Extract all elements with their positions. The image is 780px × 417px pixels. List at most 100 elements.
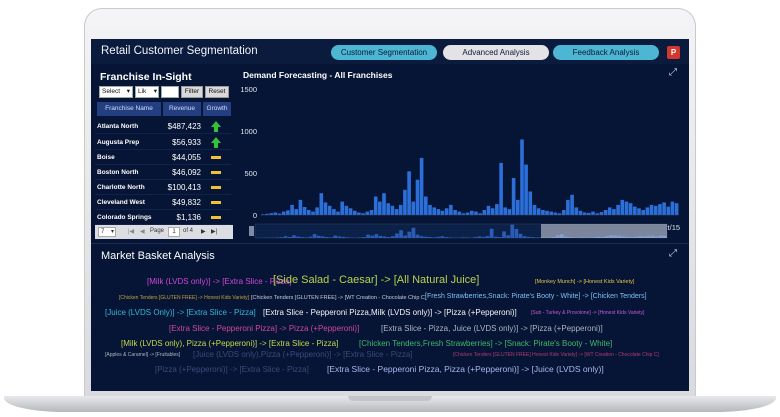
series-bar xyxy=(319,193,324,215)
table-pager: 7 ▾ |◀ ◀ Page 1 of 4 ▶ ▶| xyxy=(95,225,233,239)
column-header-revenue[interactable]: Revenue xyxy=(163,102,201,116)
series-bar xyxy=(340,201,344,215)
series-bar xyxy=(277,213,282,215)
series-bar xyxy=(424,196,428,215)
column-select[interactable]: Select ▾ xyxy=(99,86,133,98)
navigator-bar xyxy=(531,237,535,238)
expand-icon[interactable]: ⤢ xyxy=(669,248,677,259)
y-tick-label: 1500 xyxy=(240,85,257,94)
rule-text: [Milk (LVDS only), Pizza (+Pepperoni)] -… xyxy=(121,339,339,348)
growth-up-icon xyxy=(211,121,221,127)
navigator-bar xyxy=(403,235,407,238)
navigator-bar xyxy=(386,237,391,238)
series-bar xyxy=(415,179,420,215)
series-bar xyxy=(265,213,269,215)
series-bar xyxy=(465,212,470,215)
prev-page-icon[interactable]: ◀ xyxy=(140,229,145,235)
navigator-bar xyxy=(518,233,523,238)
navigator-bar xyxy=(461,237,465,238)
column-header-growth[interactable]: Growth xyxy=(203,102,231,116)
rule-text: [Chicken Tenders,Fresh Strawberries] -> … xyxy=(359,339,613,348)
reset-button[interactable]: Reset xyxy=(205,86,229,98)
y-tick-label: 1000 xyxy=(240,127,257,136)
series-bar xyxy=(662,202,666,215)
table-row[interactable]: Charlotte North $100,413 xyxy=(95,180,231,195)
filter-input[interactable] xyxy=(161,86,179,98)
series-bar xyxy=(403,189,407,215)
x-tick-label: Oct/15 xyxy=(658,223,680,232)
series-bar xyxy=(666,206,671,215)
page-number-input[interactable]: 1 xyxy=(168,227,180,237)
navigator-bar xyxy=(419,236,424,238)
tab-customer-segmentation[interactable]: Customer Segmentation xyxy=(331,45,437,60)
series-bar xyxy=(302,207,307,215)
navigator-bar xyxy=(362,237,366,238)
navigator-bar xyxy=(506,235,510,238)
table-row[interactable]: Atlanta North $487,423 xyxy=(95,119,231,134)
series-bar xyxy=(495,204,499,215)
operator-select[interactable]: Lik ▾ xyxy=(135,86,159,98)
navigator-bar xyxy=(333,235,337,238)
series-bar xyxy=(624,201,629,215)
forecast-panel: Demand Forecasting - All Franchises ⤢ 15… xyxy=(235,65,689,241)
column-header-name[interactable]: Franchise Name xyxy=(97,102,161,116)
franchise-title: Franchise In-Sight xyxy=(100,71,192,83)
next-page-icon[interactable]: ▶ xyxy=(201,229,206,235)
series-bar xyxy=(286,210,290,215)
series-bar xyxy=(311,211,315,215)
navigator-bar xyxy=(407,231,412,238)
forecast-chart: 150010005000Aug/13Oct/15Aug/13Feb/17Aug/… xyxy=(240,85,680,239)
series-bar xyxy=(298,199,303,215)
growth-up-icon-stem xyxy=(214,143,218,148)
filter-button[interactable]: Filter xyxy=(181,86,203,98)
series-bar xyxy=(628,203,633,215)
last-page-icon[interactable]: ▶| xyxy=(211,229,218,235)
tab-advanced-analysis[interactable]: Advanced Analysis xyxy=(443,45,549,60)
navigator-bar xyxy=(283,236,288,238)
tab-feedback-analysis[interactable]: Feedback Analysis xyxy=(553,45,659,60)
table-row[interactable]: Boise $44,055 xyxy=(95,150,231,165)
series-bar xyxy=(457,211,462,215)
series-bar xyxy=(290,204,294,215)
series-bar xyxy=(566,199,570,215)
series-bar xyxy=(390,205,395,215)
navigator-bar xyxy=(296,236,300,238)
series-bar xyxy=(649,204,654,215)
rule-text: [Extra Slice - Pepperoni Pizza, Pizza (+… xyxy=(327,364,604,374)
series-bar xyxy=(516,199,520,215)
navigator-bar xyxy=(465,237,469,238)
series-bar xyxy=(582,212,587,215)
series-bar xyxy=(444,208,449,215)
rule-text: [Chicken Tenders [GLUTEN FREE] -> Honest… xyxy=(119,295,250,301)
series-bar xyxy=(307,210,311,215)
table-row[interactable]: Cleveland West $49,832 xyxy=(95,195,231,210)
series-bar xyxy=(641,210,645,215)
series-bar xyxy=(528,191,533,215)
growth-flat-icon xyxy=(211,186,221,189)
first-page-icon[interactable]: |◀ xyxy=(128,229,135,235)
table-row[interactable]: Colorado Springs $1,136 xyxy=(95,210,231,225)
table-row[interactable]: Augusta Prep $56,933 xyxy=(95,135,231,150)
series-bar xyxy=(273,212,278,215)
series-bar xyxy=(327,205,332,215)
franchise-revenue: $49,832 xyxy=(172,198,201,207)
navigator-bar xyxy=(366,234,370,238)
series-bar xyxy=(315,207,319,215)
navigator-bar xyxy=(522,236,527,238)
chevron-down-icon: ▾ xyxy=(126,88,130,95)
powerpoint-icon[interactable]: P xyxy=(667,46,680,59)
navigator-bar xyxy=(481,236,486,238)
expand-icon[interactable]: ⤢ xyxy=(669,67,677,78)
series-bar xyxy=(478,213,482,215)
table-row[interactable]: Boston North $46,092 xyxy=(95,165,231,180)
series-bar xyxy=(449,204,453,215)
series-bar xyxy=(603,210,608,215)
series-bar xyxy=(578,210,583,215)
rule-text: [Side Salad - Caesar] -> [All Natural Ju… xyxy=(273,274,480,286)
series-bar xyxy=(503,207,507,215)
page-size-select[interactable]: 7 ▾ xyxy=(98,227,116,237)
navigator-bar xyxy=(444,237,449,238)
franchise-name: Augusta Prep xyxy=(97,139,140,146)
navigator-bar xyxy=(341,236,346,238)
series-bar xyxy=(499,162,503,215)
